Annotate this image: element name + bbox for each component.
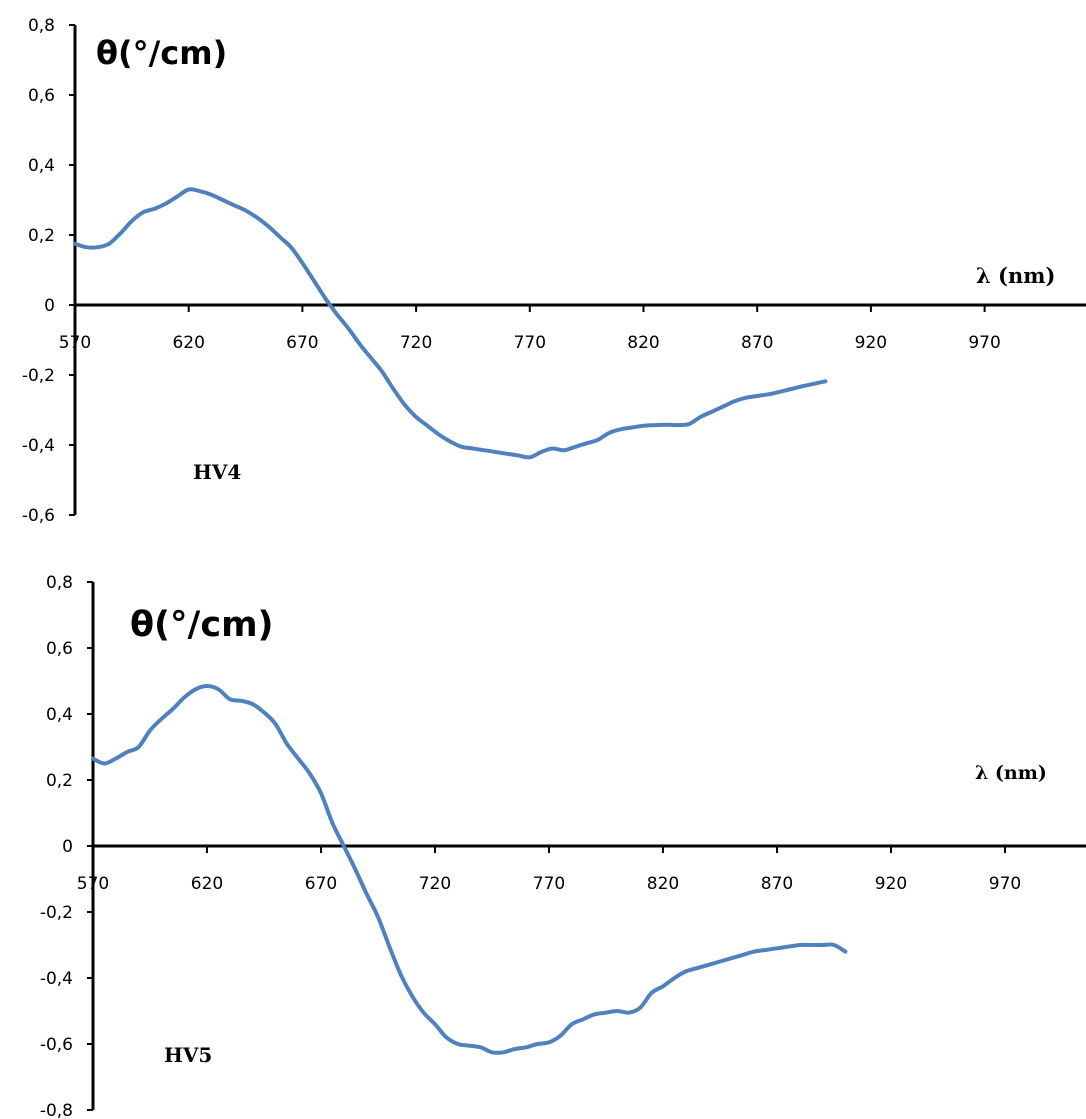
x-tick-label: 820 [647, 874, 679, 894]
y-tick-label: 0 [62, 837, 73, 857]
y-axis-ticks: -0,6 -0,4 -0,2 0 0,2 0,4 0,6 0,8 [22, 16, 75, 526]
y-tick-label: -0,6 [40, 1035, 73, 1055]
x-tick-label: 720 [419, 874, 451, 894]
x-axis-label: λ (nm) [975, 762, 1047, 784]
chart-hv4: -0,6-0,4-0,200,20,40,60,8 57062067072077… [22, 16, 1086, 526]
x-tick-label: 820 [627, 333, 659, 353]
y-tick-label: -0,8 [40, 1101, 73, 1119]
y-tick-label: -0,4 [40, 969, 73, 989]
y-tick-label: -0,2 [22, 366, 55, 386]
series-annotation: HV5 [164, 1043, 212, 1067]
y-tick-label: 0,2 [28, 226, 55, 246]
x-tick-label: 670 [286, 333, 318, 353]
x-axis-ticks: 570620670720770820870920970 [59, 305, 1001, 353]
x-tick-label: 720 [400, 333, 432, 353]
series-line [73, 187, 828, 460]
y-tick-label: 0 [44, 296, 55, 316]
y-tick-label: 0,4 [46, 705, 73, 725]
series-line [91, 684, 848, 1055]
y-tick-label: 0,8 [28, 16, 55, 36]
y-tick-label: 0,8 [46, 573, 73, 593]
series-annotation: HV4 [193, 460, 241, 484]
x-tick-label: 920 [875, 874, 907, 894]
x-tick-label: 620 [172, 333, 204, 353]
y-tick-label: 0,2 [46, 771, 73, 791]
x-tick-label: 770 [533, 874, 565, 894]
y-axis-ticks: -0,8 -0,6 -0,4 -0,2 0 0,2 0,4 0,6 0,8 [40, 573, 93, 1119]
x-axis-ticks: 570620670720770820870920970 [77, 846, 1021, 894]
y-tick-label: 0,6 [28, 86, 55, 106]
x-tick-label: 670 [305, 874, 337, 894]
x-tick-label: 870 [761, 874, 793, 894]
x-axis-label: λ (nm) [976, 263, 1055, 288]
x-tick-label: 620 [191, 874, 223, 894]
y-axis-label: θ(°/cm) [130, 605, 274, 645]
x-tick-label: 870 [741, 333, 773, 353]
y-tick-label: -0,2 [40, 903, 73, 923]
x-tick-label: 970 [989, 874, 1021, 894]
y-tick-label: 0,6 [46, 639, 73, 659]
y-tick-label: 0,4 [28, 156, 55, 176]
y-axis-label: θ(°/cm) [96, 34, 227, 72]
x-tick-label: 770 [514, 333, 546, 353]
chart-hv5: -0,8-0,6-0,4-0,200,20,40,60,8 5706206707… [40, 573, 1086, 1119]
y-tick-label: -0,4 [22, 436, 55, 456]
x-tick-label: 970 [968, 333, 1000, 353]
x-tick-label: 920 [855, 333, 887, 353]
y-tick-label: -0,6 [22, 506, 55, 526]
